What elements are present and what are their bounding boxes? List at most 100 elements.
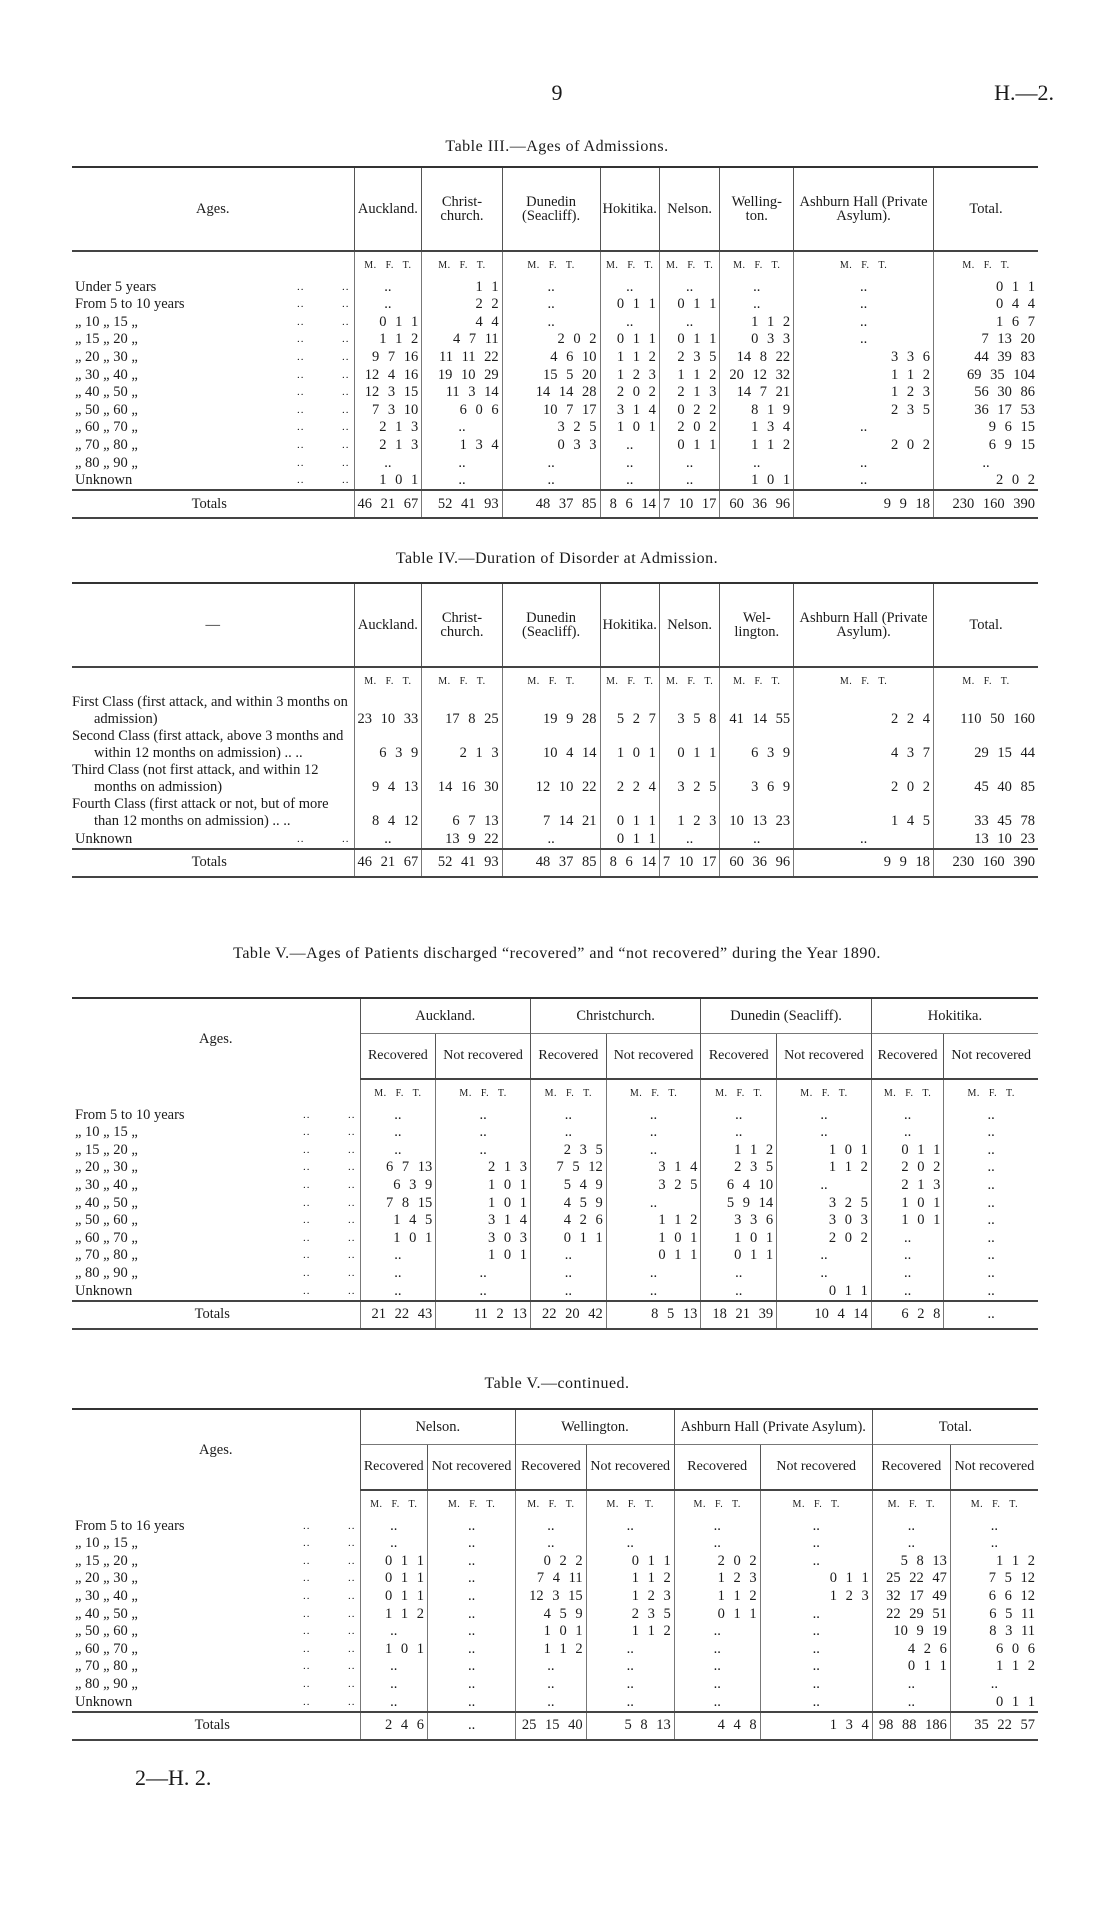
- table-cell: 1 1 2: [719, 313, 794, 331]
- table-cell: 4 2 6: [529, 1211, 607, 1230]
- row-label: „ 60 „ 70 „: [75, 1229, 142, 1246]
- table-row: Fourth Class (first attack or not, but o…: [72, 796, 1038, 830]
- table-cell: 1 0 1: [870, 1193, 944, 1212]
- table-cell: 46 21 67: [353, 847, 422, 878]
- table-cell: ..: [359, 1264, 436, 1282]
- column-header: Welling-ton.: [719, 166, 794, 252]
- table-cell: 10 9 19: [871, 1622, 951, 1641]
- table-cell: 9 6 15: [933, 418, 1038, 437]
- table-cell: ..: [426, 1604, 516, 1623]
- table-cell: 6 7 13: [359, 1158, 436, 1177]
- table-cell: 10 4 14: [776, 1299, 872, 1330]
- table-cell: 7 10 17: [658, 489, 720, 520]
- table-cell: 25 22 47: [871, 1569, 951, 1588]
- table-cell: ..: [673, 1640, 761, 1658]
- table-cell: 1 1 2: [673, 1587, 761, 1605]
- row-label: „ 20 „ 30 „: [75, 348, 142, 365]
- table-cell: ..: [870, 1264, 944, 1282]
- column-header: Hokitika.: [599, 166, 660, 252]
- table-row: „ 80 „ 90 „................: [72, 1264, 1038, 1282]
- row-label: „ 15 „ 20 „: [75, 1552, 142, 1569]
- table-cell: ..: [605, 1123, 701, 1142]
- table-iii-title: Table III.—Ages of Admissions.: [445, 138, 669, 155]
- table-cell: ..: [421, 453, 503, 472]
- table-cell: 2 0 2: [776, 1229, 872, 1247]
- table-cell: 1 1 2: [515, 1640, 587, 1658]
- table-cell: ..: [585, 1692, 675, 1712]
- row-label: „ 80 „ 90 „: [75, 1675, 142, 1692]
- table-cell: 230 160 390: [933, 847, 1038, 878]
- table-cell: ..: [585, 1640, 675, 1658]
- table-cell: 1 0 1: [870, 1211, 944, 1230]
- column-header: Christ-church.: [421, 166, 503, 252]
- table-cell: 0 1 1: [605, 1246, 701, 1265]
- table-cell: ..: [776, 1106, 872, 1124]
- row-label: Under 5 years: [75, 278, 161, 295]
- table-cell: 1 0 1: [359, 1640, 428, 1658]
- table-cell: 12 10 22: [501, 762, 600, 796]
- table-cell: ..: [759, 1640, 873, 1658]
- table-cell: ..: [871, 1517, 951, 1535]
- table-cell: 8 1 9: [719, 401, 794, 419]
- table-cell: 6 5 11: [949, 1604, 1038, 1623]
- table-cell: 9 9 18: [793, 489, 934, 520]
- table-cell: 1 0 1: [435, 1176, 531, 1194]
- column-header-label: Ages.: [72, 997, 360, 1079]
- table-cell: ..: [515, 1534, 587, 1553]
- table-cell: 0 1 1: [658, 295, 720, 314]
- table-cell: 36 17 53: [933, 401, 1038, 419]
- table-cell: ..: [426, 1552, 516, 1570]
- table-cell: ..: [605, 1193, 701, 1212]
- table-cell: 1 1 2: [605, 1211, 701, 1230]
- table-cell: 56 30 86: [933, 383, 1038, 402]
- table-row: Unknown1 0 1........1 0 1..2 0 2: [72, 471, 1038, 491]
- mft-subheader: M. F. T.: [776, 1079, 872, 1106]
- table-cell: 2 3 5: [793, 401, 934, 419]
- table-cell: 3 1 4: [599, 401, 660, 419]
- mft-subheader: M. F. T.: [599, 251, 660, 278]
- table-cell: 7 14 21: [501, 796, 600, 830]
- mft-subheader: M. F. T.: [585, 1490, 675, 1517]
- table-cell: 5 9 14: [700, 1193, 777, 1212]
- table-row: Unknown..13 9 22..0 1 1......13 10 23: [72, 830, 1038, 849]
- mft-subheader: M. F. T.: [421, 667, 503, 694]
- table-cell: ..: [719, 278, 794, 296]
- row-label: „ 40 „ 50 „: [75, 1194, 142, 1211]
- table-cell: 21 22 43: [359, 1299, 436, 1330]
- table-cell: 7 8 15: [359, 1193, 436, 1212]
- table-cell: 0 1 1: [658, 330, 720, 349]
- table-cell: ..: [585, 1534, 675, 1553]
- table-cell: 52 41 93: [421, 489, 503, 520]
- row-label: First Class (first attack, and within 3 …: [72, 694, 348, 727]
- table-cell: ..: [949, 1534, 1038, 1553]
- column-header: Hokitika.: [870, 997, 1038, 1034]
- table-cell: 1 1 2: [776, 1158, 872, 1177]
- table-cell: ..: [599, 453, 660, 472]
- column-header: Wel-lington.: [719, 582, 794, 668]
- row-label: Totals: [191, 495, 231, 512]
- table-cell: ..: [599, 278, 660, 296]
- subheader-recovered: Recovered: [673, 1444, 761, 1491]
- subheader-not-recovered: Not recovered: [943, 1033, 1038, 1080]
- table-cell: ..: [359, 1281, 436, 1301]
- mft-subheader: M. F. T.: [673, 1490, 761, 1517]
- table-cell: 1 4 5: [793, 796, 934, 830]
- table-cell: ..: [949, 1517, 1038, 1535]
- table-cell: ..: [426, 1534, 516, 1553]
- table-cell: 17 8 25: [421, 694, 503, 728]
- table-cell: 0 1 1: [759, 1569, 873, 1588]
- table-row: From 5 to 10 years................: [72, 1106, 1038, 1124]
- table-cell: 8 3 11: [949, 1622, 1038, 1641]
- table-cell: ..: [776, 1246, 872, 1265]
- table-cell: 33 45 78: [933, 796, 1038, 830]
- table-cell: 1 2 3: [793, 383, 934, 402]
- table-cell: 3 5 8: [658, 694, 720, 728]
- row-label: Third Class (not first attack, and withi…: [72, 762, 319, 795]
- row-label: „ 50 „ 60 „: [75, 401, 142, 418]
- table-cell: 1 1 2: [599, 348, 660, 366]
- table-cell: 1 1 2: [700, 1141, 777, 1159]
- mft-subheader: M. F. T.: [426, 1490, 516, 1517]
- table-cell: 1 1 2: [719, 436, 794, 454]
- row-label: Totals: [194, 1717, 234, 1734]
- row-label: Unknown: [75, 472, 137, 489]
